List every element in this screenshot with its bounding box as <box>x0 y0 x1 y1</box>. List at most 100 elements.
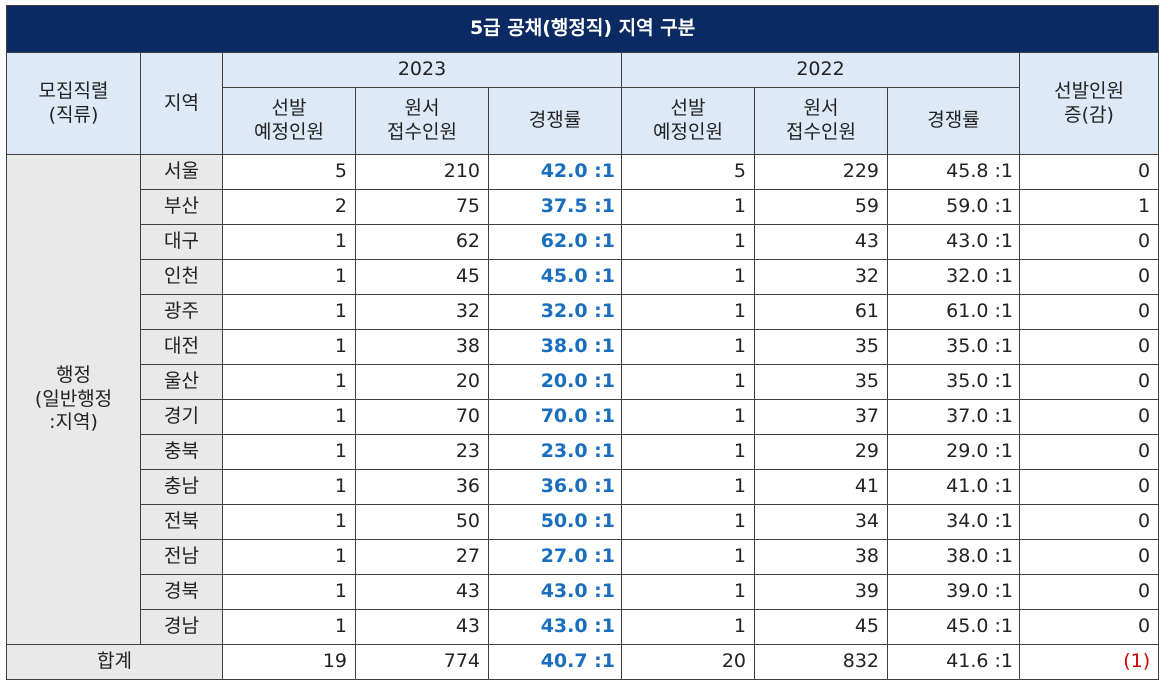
change-cell: 0 <box>1018 609 1160 645</box>
header-job-category: 모집직렬 (직류) <box>6 52 141 155</box>
planned-2022-cell: 1 <box>621 609 755 645</box>
total-planned-2023: 19 <box>222 644 356 680</box>
rate-2022-cell: 29.0 :1 <box>887 434 1020 470</box>
group-label-line: 행정 <box>56 363 91 386</box>
applicants-2022-cell: 45 <box>754 609 888 645</box>
rate-2022-cell: 45.0 :1 <box>887 609 1020 645</box>
region-cell: 서울 <box>140 154 223 190</box>
planned-2022-cell: 1 <box>621 189 755 225</box>
applicants-2022-cell: 32 <box>754 259 888 295</box>
applicants-2022-cell: 37 <box>754 399 888 435</box>
planned-2022-cell: 5 <box>621 154 755 190</box>
header-planned-2023: 선발 예정인원 <box>222 87 356 155</box>
header-planned-line1: 선발 <box>670 97 706 120</box>
planned-2023-cell: 5 <box>222 154 356 190</box>
planned-2023-cell: 1 <box>222 399 356 435</box>
table-row: 부산 2 75 37.5 :1 1 59 59.0 :1 1 <box>7 189 1160 225</box>
rate-2023-cell: 50.0 :1 <box>488 504 622 540</box>
rate-2023-cell: 62.0 :1 <box>488 224 622 260</box>
planned-2022-cell: 1 <box>621 224 755 260</box>
change-cell: 0 <box>1018 294 1160 330</box>
planned-2023-cell: 1 <box>222 294 356 330</box>
rate-2022-cell: 37.0 :1 <box>887 399 1020 435</box>
applicants-2023-cell: 43 <box>355 574 489 610</box>
applicants-2023-cell: 43 <box>355 609 489 645</box>
rate-2023-cell: 43.0 :1 <box>488 609 622 645</box>
group-label-line: :지역) <box>49 411 98 434</box>
header-applicants-line2: 접수인원 <box>786 121 856 143</box>
table-row: 전북 1 50 50.0 :1 1 34 34.0 :1 0 <box>7 504 1160 540</box>
applicants-2022-cell: 38 <box>754 539 888 575</box>
applicants-2022-cell: 29 <box>754 434 888 470</box>
planned-2022-cell: 1 <box>621 539 755 575</box>
applicants-2023-cell: 50 <box>355 504 489 540</box>
table-title: 5급 공채(행정직) 지역 구분 <box>5 5 1160 53</box>
table-row: 경북 1 43 43.0 :1 1 39 39.0 :1 0 <box>7 574 1160 610</box>
rate-2022-cell: 35.0 :1 <box>887 329 1020 365</box>
planned-2023-cell: 1 <box>222 364 356 400</box>
rate-2022-cell: 34.0 :1 <box>887 504 1020 540</box>
header-planned-line2: 예정인원 <box>653 121 723 143</box>
table-row: 광주 1 32 32.0 :1 1 61 61.0 :1 0 <box>7 294 1160 330</box>
rate-2023-cell: 37.5 :1 <box>488 189 622 225</box>
applicants-2023-cell: 70 <box>355 399 489 435</box>
planned-2023-cell: 1 <box>222 469 356 505</box>
rate-2023-cell: 23.0 :1 <box>488 434 622 470</box>
change-cell: 0 <box>1018 574 1160 610</box>
applicants-2023-cell: 36 <box>355 469 489 505</box>
region-cell: 경남 <box>140 609 223 645</box>
total-change: (1) <box>1018 644 1160 680</box>
header-year-2023: 2023 <box>222 52 622 88</box>
applicants-2023-cell: 38 <box>355 329 489 365</box>
planned-2023-cell: 1 <box>222 434 356 470</box>
table-row: 대구 1 62 62.0 :1 1 43 43.0 :1 0 <box>7 224 1160 260</box>
total-rate-2023: 40.7 :1 <box>488 644 622 680</box>
applicants-2022-cell: 229 <box>754 154 888 190</box>
rate-2022-cell: 45.8 :1 <box>887 154 1020 190</box>
header-job-line1: 모집직렬 <box>38 79 109 102</box>
rate-2023-cell: 45.0 :1 <box>488 259 622 295</box>
change-cell: 0 <box>1018 434 1160 470</box>
planned-2023-cell: 2 <box>222 189 356 225</box>
applicants-2022-cell: 61 <box>754 294 888 330</box>
header-change: 선발인원 증(감) <box>1018 52 1160 155</box>
region-cell: 전북 <box>140 504 223 540</box>
change-cell: 0 <box>1018 469 1160 505</box>
rate-2022-cell: 59.0 :1 <box>887 189 1020 225</box>
applicants-2022-cell: 43 <box>754 224 888 260</box>
region-cell: 충북 <box>140 434 223 470</box>
header-applicants-line1: 원서 <box>404 97 440 120</box>
rate-2022-cell: 61.0 :1 <box>887 294 1020 330</box>
planned-2023-cell: 1 <box>222 259 356 295</box>
region-cell: 광주 <box>140 294 223 330</box>
applicants-2022-cell: 35 <box>754 329 888 365</box>
region-cell: 대구 <box>140 224 223 260</box>
header-planned-line2: 예정인원 <box>254 121 324 143</box>
rate-2023-cell: 32.0 :1 <box>488 294 622 330</box>
recruitment-table: 5급 공채(행정직) 지역 구분 모집직렬 (직류) 지역 2023 2022 … <box>5 5 1160 680</box>
total-rate-2022: 41.6 :1 <box>887 644 1020 680</box>
group-label-line: (일반행정 <box>34 387 113 410</box>
rate-2022-cell: 35.0 :1 <box>887 364 1020 400</box>
region-cell: 부산 <box>140 189 223 225</box>
table-row: 경기 1 70 70.0 :1 1 37 37.0 :1 0 <box>7 399 1160 435</box>
header-applicants-2023: 원서 접수인원 <box>355 87 489 155</box>
rate-2023-cell: 27.0 :1 <box>488 539 622 575</box>
header-applicants-2022: 원서 접수인원 <box>754 87 888 155</box>
total-applicants-2023: 774 <box>355 644 489 680</box>
change-cell: 0 <box>1018 329 1160 365</box>
applicants-2022-cell: 35 <box>754 364 888 400</box>
header-planned-2022: 선발 예정인원 <box>621 87 755 155</box>
change-cell: 0 <box>1018 504 1160 540</box>
change-cell: 0 <box>1018 539 1160 575</box>
region-cell: 전남 <box>140 539 223 575</box>
applicants-2023-cell: 210 <box>355 154 489 190</box>
applicants-2022-cell: 34 <box>754 504 888 540</box>
header-change-line1: 선발인원 <box>1054 79 1125 102</box>
rate-2023-cell: 42.0 :1 <box>488 154 622 190</box>
planned-2022-cell: 1 <box>621 259 755 295</box>
header-rate-2023: 경쟁률 <box>488 87 622 155</box>
table-row: 충북 1 23 23.0 :1 1 29 29.0 :1 0 <box>7 434 1160 470</box>
planned-2022-cell: 1 <box>621 329 755 365</box>
planned-2022-cell: 1 <box>621 504 755 540</box>
